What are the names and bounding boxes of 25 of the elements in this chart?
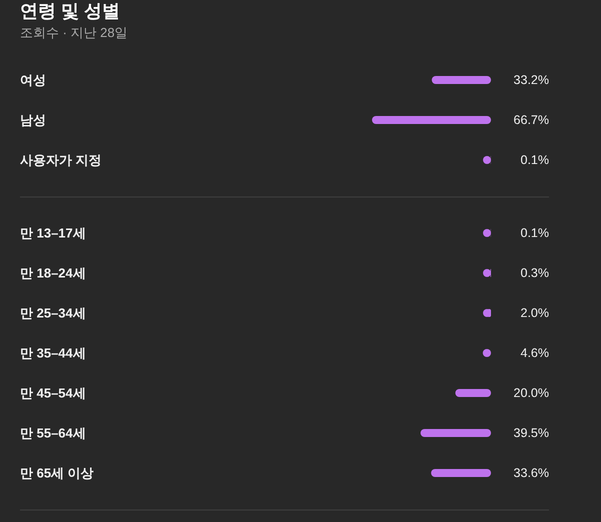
- data-label: 4.6%: [520, 346, 549, 360]
- y-tick-label: 만 13–17세: [20, 226, 86, 240]
- y-tick-label: 만 55–64세: [20, 426, 86, 440]
- data-label: 66.7%: [514, 113, 549, 127]
- y-tick-label: 만 25–34세: [20, 306, 86, 320]
- y-tick-label: 남성: [20, 112, 46, 128]
- data-label: 33.2%: [514, 73, 549, 87]
- data-label: 33.6%: [514, 466, 549, 480]
- data-label: 0.1%: [520, 153, 549, 167]
- bar: [431, 469, 491, 477]
- data-label: 2.0%: [520, 306, 549, 320]
- data-label: 39.5%: [514, 426, 549, 440]
- y-tick-label: 여성: [20, 72, 46, 88]
- y-tick-label: 만 35–44세: [20, 346, 86, 360]
- data-label: 0.1%: [520, 226, 549, 240]
- bar: [455, 389, 491, 397]
- text: 연령 및 성별: [20, 1, 120, 21]
- text: 조회수 · 지난 28일: [20, 25, 128, 40]
- data-label: 20.0%: [514, 386, 549, 400]
- data-label: 0.3%: [520, 266, 549, 280]
- y-tick-label: 만 18–24세: [20, 266, 86, 280]
- y-tick-label: 만 45–54세: [20, 386, 86, 400]
- bar: [420, 429, 491, 437]
- y-tick-label: 만 65세 이상: [20, 466, 94, 480]
- y-tick-label: 사용자가 지정: [20, 152, 102, 168]
